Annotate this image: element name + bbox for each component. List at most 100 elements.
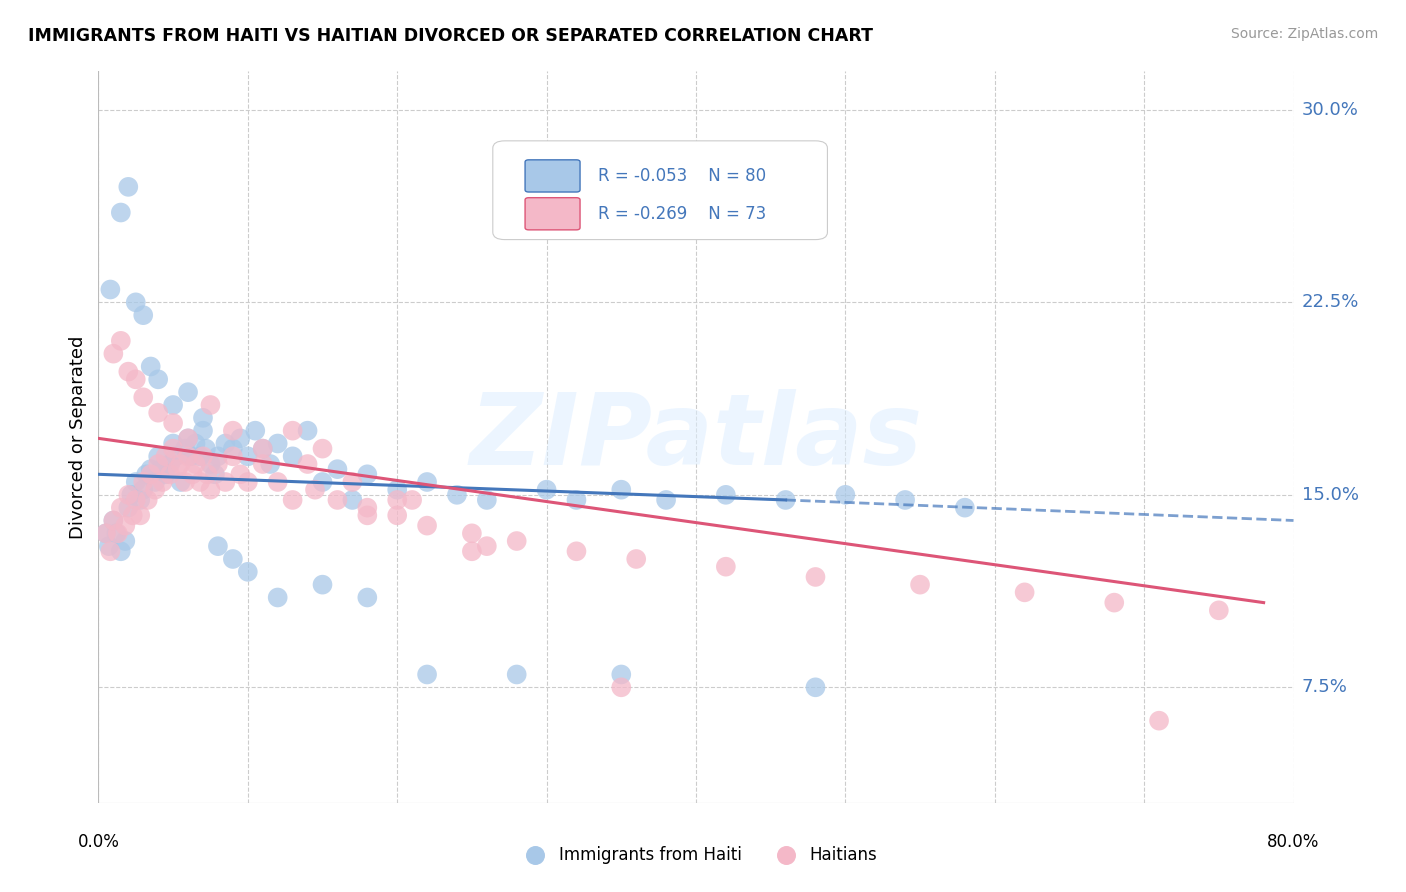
Point <box>103 514 125 528</box>
Point <box>148 406 170 420</box>
Point <box>94 526 117 541</box>
Point <box>908 577 931 591</box>
Point <box>506 534 529 549</box>
Point <box>236 450 259 464</box>
Point <box>200 457 222 471</box>
Point <box>165 450 187 464</box>
Point <box>297 424 319 438</box>
Point <box>207 457 229 471</box>
Point <box>1104 596 1126 610</box>
Point <box>117 179 139 194</box>
Point <box>475 539 498 553</box>
Point <box>148 450 170 464</box>
Point <box>132 475 155 489</box>
Point <box>385 508 409 523</box>
Point <box>304 483 326 497</box>
Point <box>953 500 976 515</box>
Point <box>166 462 188 476</box>
Point <box>139 467 162 482</box>
Point <box>162 442 184 456</box>
Point <box>120 488 142 502</box>
Point <box>252 442 274 456</box>
Point <box>110 544 132 558</box>
Point <box>152 475 174 489</box>
Point <box>610 483 633 497</box>
Point <box>114 534 136 549</box>
Point <box>162 416 184 430</box>
Point <box>125 475 148 489</box>
Text: 7.5%: 7.5% <box>1302 678 1348 697</box>
Point <box>184 436 207 450</box>
Point <box>326 492 349 507</box>
Text: Source: ZipAtlas.com: Source: ZipAtlas.com <box>1230 27 1378 41</box>
Point <box>150 462 173 476</box>
Text: 0.0%: 0.0% <box>77 833 120 851</box>
Point <box>326 462 349 476</box>
Point <box>281 492 304 507</box>
Point <box>236 565 259 579</box>
Point <box>188 450 211 464</box>
Point <box>214 436 236 450</box>
Point <box>135 467 157 482</box>
FancyBboxPatch shape <box>524 198 581 230</box>
Point <box>181 467 204 482</box>
Point <box>385 483 409 497</box>
Point <box>229 431 252 445</box>
Point <box>98 544 122 558</box>
Point <box>804 681 827 695</box>
Point <box>125 295 148 310</box>
Text: R = -0.269    N = 73: R = -0.269 N = 73 <box>598 205 766 223</box>
Point <box>155 450 177 464</box>
Point <box>98 283 122 297</box>
Point <box>117 500 139 515</box>
Point <box>267 591 290 605</box>
FancyBboxPatch shape <box>494 141 828 240</box>
Point <box>125 372 148 386</box>
Point <box>114 518 136 533</box>
Point <box>311 442 333 456</box>
Point <box>191 424 214 438</box>
FancyBboxPatch shape <box>524 160 581 192</box>
Point <box>97 539 120 553</box>
Point <box>804 570 827 584</box>
Point <box>110 500 132 515</box>
Point <box>222 442 245 456</box>
Text: Haitians: Haitians <box>810 847 877 864</box>
Point <box>281 450 304 464</box>
Point <box>229 467 252 482</box>
Point <box>385 492 409 507</box>
Point <box>105 526 128 541</box>
Point <box>169 457 191 471</box>
Point <box>117 488 139 502</box>
Point <box>894 492 917 507</box>
Point <box>148 457 170 471</box>
Text: 80.0%: 80.0% <box>1267 833 1320 851</box>
Point <box>197 467 219 482</box>
Point <box>356 467 378 482</box>
Point <box>180 450 202 464</box>
Point <box>446 488 468 502</box>
Point <box>121 508 143 523</box>
Point <box>125 492 148 507</box>
Point <box>177 431 200 445</box>
Point <box>174 442 197 456</box>
Point <box>342 492 364 507</box>
Point <box>655 492 678 507</box>
Text: R = -0.053    N = 80: R = -0.053 N = 80 <box>598 167 766 185</box>
Point <box>267 436 290 450</box>
Text: 22.5%: 22.5% <box>1302 293 1360 311</box>
Point <box>136 492 159 507</box>
Point <box>626 552 648 566</box>
Point <box>342 475 364 489</box>
Point <box>245 424 267 438</box>
Text: 30.0%: 30.0% <box>1302 101 1358 119</box>
Point <box>103 514 125 528</box>
Point <box>207 450 229 464</box>
Point <box>132 308 155 322</box>
Point <box>565 544 588 558</box>
Point <box>200 398 222 412</box>
Point <box>775 492 797 507</box>
Point <box>1147 714 1170 728</box>
Point <box>714 559 737 574</box>
Point <box>174 475 197 489</box>
